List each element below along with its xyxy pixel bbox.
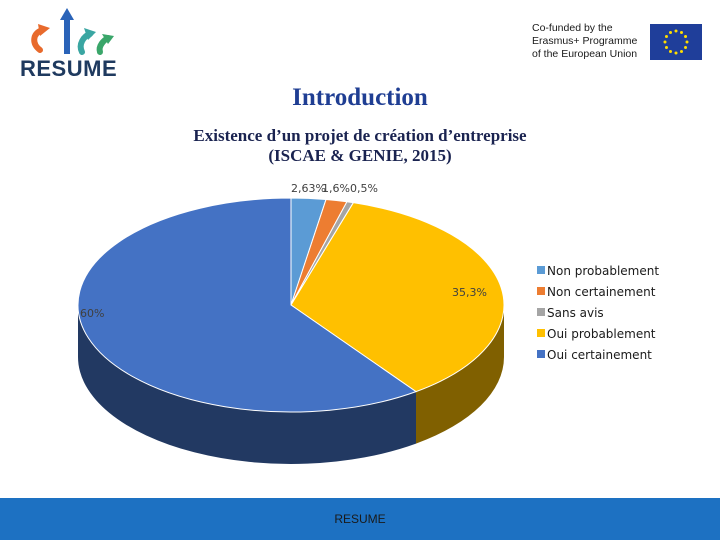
pie-slices bbox=[77, 197, 505, 413]
eu-star bbox=[684, 46, 688, 49]
logo-text: RESUME bbox=[20, 56, 118, 81]
legend-swatch-3 bbox=[537, 329, 545, 337]
legend-label-1: Non certainement bbox=[547, 285, 656, 299]
eu-star bbox=[664, 46, 668, 49]
data-label-4: 60% bbox=[80, 307, 104, 320]
legend-label-0: Non probablement bbox=[547, 264, 659, 278]
resume-logo bbox=[31, 8, 114, 55]
legend-label-4: Oui certainement bbox=[547, 348, 652, 362]
eu-cofunded-text: Co-funded by the Erasmus+ Programme of t… bbox=[532, 22, 644, 61]
legend-swatch-2 bbox=[537, 308, 545, 316]
eu-star bbox=[663, 40, 667, 44]
eu-star bbox=[674, 29, 678, 33]
pie-labels: 2,63%1,6% 0,5% 35,3% 60% bbox=[80, 182, 487, 320]
subtitle-line: Existence d’un projet de création d’entr… bbox=[193, 126, 527, 145]
footer-bar: RESUME bbox=[0, 498, 720, 540]
chart-subtitle: Existence d’un projet de création d’entr… bbox=[160, 126, 560, 166]
eu-star bbox=[669, 30, 672, 34]
eu-line: of the European Union bbox=[532, 48, 638, 60]
eu-flag-icon bbox=[650, 24, 702, 60]
eu-star bbox=[680, 50, 683, 54]
pie-slice-3 bbox=[290, 202, 505, 393]
eu-star bbox=[674, 51, 678, 55]
legend-swatch-4 bbox=[537, 350, 545, 358]
eu-line: Erasmus+ Programme bbox=[532, 35, 638, 47]
legend-label-3: Oui probablement bbox=[547, 327, 656, 341]
subtitle-line: (ISCAE & GENIE, 2015) bbox=[268, 146, 452, 165]
page-title: Introduction bbox=[292, 84, 428, 111]
eu-line: Co-funded by the bbox=[532, 22, 613, 34]
data-label-2: 0,5% bbox=[350, 182, 378, 195]
eu-star bbox=[669, 50, 672, 54]
pie-sides bbox=[78, 305, 504, 465]
pie-side-4 bbox=[78, 305, 417, 465]
data-label-0: 2,63% bbox=[291, 182, 326, 195]
footer-text: RESUME bbox=[334, 512, 386, 526]
eu-star bbox=[684, 35, 688, 38]
legend-label-2: Sans avis bbox=[547, 306, 604, 320]
eu-star bbox=[664, 35, 668, 38]
chart-legend: Non probablement Non certainement Sans avi… bbox=[537, 264, 659, 362]
pie-slice-4 bbox=[77, 197, 418, 413]
legend-swatch-1 bbox=[537, 287, 545, 295]
pie-side-3 bbox=[416, 305, 504, 444]
eu-star bbox=[685, 40, 689, 44]
data-label-1: 1,6% bbox=[322, 182, 350, 195]
legend-swatch-0 bbox=[537, 266, 545, 274]
data-label-3: 35,3% bbox=[452, 286, 487, 299]
eu-star bbox=[680, 30, 683, 34]
